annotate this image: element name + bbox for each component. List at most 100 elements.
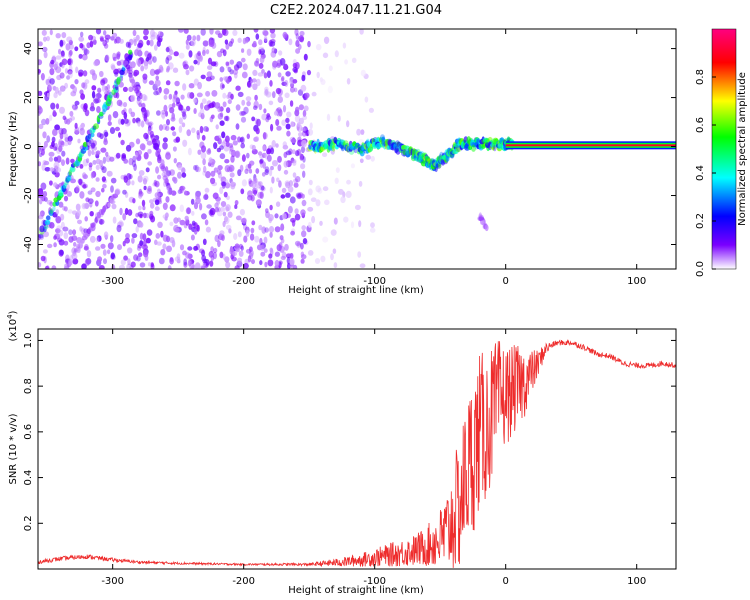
noise-field-cell <box>162 124 168 130</box>
noise-field-cell <box>285 71 291 77</box>
noise-field-cell <box>163 94 168 100</box>
noise-field-cell <box>174 90 178 96</box>
noise-field-cell <box>94 200 99 207</box>
noise-field-cell <box>193 59 198 65</box>
sparse-noise-cell <box>364 96 369 103</box>
noise-field-cell <box>302 170 306 178</box>
noise-field-cell <box>275 201 281 207</box>
sparse-noise-cell <box>332 248 337 254</box>
noise-field-cell <box>141 93 147 102</box>
noise-field-cell <box>289 252 294 260</box>
noise-field-cell <box>143 29 149 36</box>
noise-field-cell <box>95 164 100 170</box>
noise-field-cell <box>74 79 79 85</box>
noise-field-cell <box>61 31 67 39</box>
noise-field-cell <box>303 53 308 61</box>
noise-field-cell <box>293 178 299 184</box>
noise-field-cell <box>78 36 85 42</box>
noise-field-cell <box>194 262 201 269</box>
noise-field-cell <box>182 139 188 147</box>
noise-field-cell <box>82 70 88 77</box>
noise-field-cell <box>75 185 80 193</box>
noise-field-cell <box>93 60 99 67</box>
noise-field-cell <box>193 98 197 103</box>
noise-field-cell <box>89 235 96 243</box>
noise-field-cell <box>185 105 191 112</box>
noise-field-cell <box>206 204 212 209</box>
noise-field-cell <box>274 213 279 219</box>
diagonal-chirp-cell <box>116 76 122 82</box>
x-tick-label: -200 <box>232 576 255 587</box>
noise-field-cell <box>252 187 258 194</box>
noise-field-cell <box>302 156 306 163</box>
diagonal-chirp-cell <box>49 208 54 214</box>
noise-field-cell <box>246 133 250 140</box>
noise-field-cell <box>298 132 303 137</box>
noise-field-cell <box>116 224 122 233</box>
noise-field-cell <box>122 86 128 92</box>
fading-streak-cell <box>159 163 166 170</box>
noise-field-cell <box>300 163 306 170</box>
noise-field-cell <box>173 51 179 57</box>
snr-line <box>38 339 676 568</box>
noise-field-cell <box>38 90 41 96</box>
noise-field-cell <box>103 129 108 138</box>
noise-field-cell <box>149 210 154 217</box>
noise-field-cell <box>271 140 276 148</box>
noise-field-cell <box>214 135 220 141</box>
noise-field-cell <box>67 58 72 66</box>
fading-streak-cell <box>162 167 167 174</box>
noise-field-cell <box>53 235 57 240</box>
noise-field-cell <box>165 235 171 243</box>
noise-field-cell <box>287 186 294 193</box>
noise-field-cell <box>292 67 298 73</box>
noise-field-cell <box>91 149 95 155</box>
noise-field-cell <box>180 108 187 114</box>
x-tick-label: -300 <box>101 576 124 587</box>
noise-field-cell <box>141 102 146 109</box>
noise-field-cell <box>102 39 107 47</box>
noise-field-cell <box>202 258 208 264</box>
noise-field-cell <box>160 230 164 238</box>
noise-field-cell <box>110 235 114 243</box>
noise-field-cell <box>216 50 223 58</box>
noise-field-cell <box>285 181 291 189</box>
noise-field-cell <box>72 105 78 111</box>
noise-field-cell <box>61 150 66 157</box>
noise-field-cell <box>172 96 176 104</box>
fading-streak-cell <box>87 227 92 234</box>
noise-field-cell <box>149 39 154 47</box>
diagonal-chirp-cell <box>93 123 99 130</box>
noise-field-cell <box>197 149 202 155</box>
sparse-noise-cell <box>322 52 329 59</box>
noise-field-cell <box>274 226 281 233</box>
noise-field-cell <box>294 29 299 36</box>
noise-field-cell <box>130 261 136 268</box>
noise-field-cell <box>253 105 258 110</box>
noise-field-cell <box>110 36 115 41</box>
noise-field-cell <box>138 170 145 176</box>
sparse-noise-cell <box>307 206 314 212</box>
noise-field-cell <box>252 69 258 76</box>
noise-field-cell <box>219 153 226 160</box>
noise-field-cell <box>187 246 193 251</box>
noise-field-cell <box>229 172 235 178</box>
noise-field-cell <box>277 164 282 172</box>
noise-field-cell <box>58 239 65 246</box>
fading-streak-cell <box>135 90 141 97</box>
steady-tone-line <box>505 144 676 147</box>
noise-field-cell <box>165 166 169 173</box>
sparse-noise-cell <box>323 36 330 44</box>
noise-field-cell <box>278 180 282 188</box>
noise-field-cell <box>154 206 160 211</box>
noise-field-cell <box>269 80 273 87</box>
noise-field-cell <box>62 115 66 121</box>
noise-field-cell <box>93 98 99 104</box>
noise-field-cell <box>186 34 192 41</box>
noise-field-cell <box>140 65 145 72</box>
noise-field-cell <box>216 210 223 217</box>
noise-field-cell <box>188 83 195 89</box>
noise-field-cell <box>183 258 188 266</box>
noise-field-cell <box>47 243 53 249</box>
sparse-noise-cell <box>310 197 317 202</box>
